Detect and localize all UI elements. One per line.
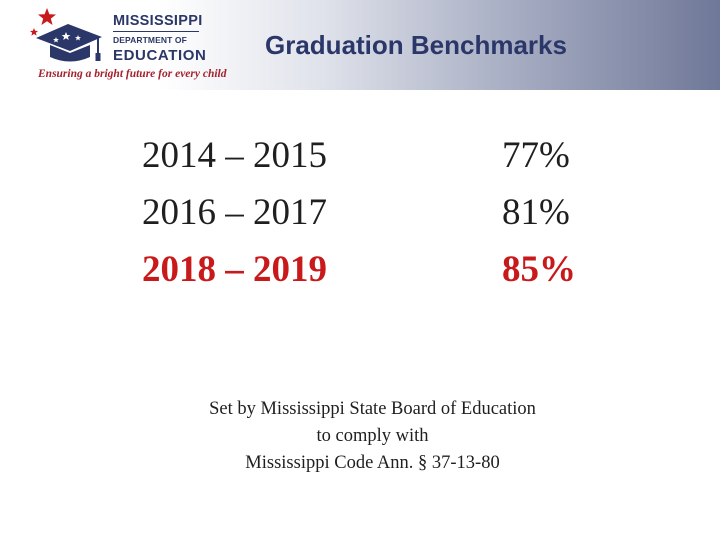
benchmark-row: 2014 – 2015 77% <box>0 134 720 178</box>
source-note-line: Mississippi Code Ann. § 37-13-80 <box>245 453 500 473</box>
logo-divider <box>113 31 199 32</box>
benchmark-row-highlighted: 2018 – 2019 85% <box>0 248 720 292</box>
logo-name-line2: DEPARTMENT OF <box>113 35 187 45</box>
benchmark-years: 2014 – 2015 <box>142 135 327 176</box>
slide-header <box>0 0 720 90</box>
logo-tagline: Ensuring a bright future for every child <box>38 68 227 80</box>
logo-name-line3: EDUCATION <box>113 47 207 64</box>
benchmark-rate: 85% <box>502 249 576 290</box>
graduation-cap-icon <box>30 8 102 62</box>
source-note: Set by Mississippi State Board of Educat… <box>100 396 645 477</box>
benchmark-years: 2018 – 2019 <box>142 249 327 290</box>
source-note-line: to comply with <box>316 426 429 446</box>
logo-name-line1: MISSISSIPPI <box>113 13 203 29</box>
source-note-line: Set by Mississippi State Board of Educat… <box>209 399 536 419</box>
benchmark-row: 2016 – 2017 81% <box>0 191 720 235</box>
mde-logo: MISSISSIPPI DEPARTMENT OF EDUCATION Ensu… <box>30 4 227 84</box>
benchmark-years: 2016 – 2017 <box>142 192 327 233</box>
benchmark-rate: 81% <box>502 192 570 233</box>
benchmark-rate: 77% <box>502 135 570 176</box>
slide-title: Graduation Benchmarks <box>265 30 567 60</box>
